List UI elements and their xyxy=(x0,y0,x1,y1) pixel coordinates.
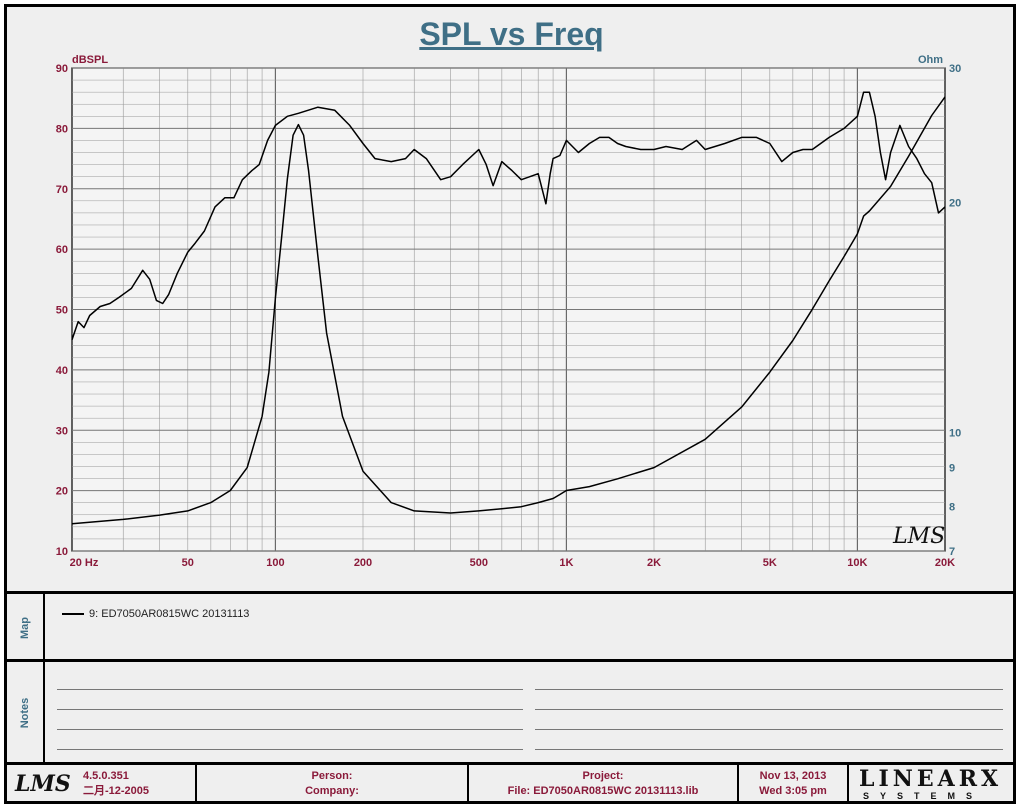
note-line xyxy=(57,729,523,730)
y-right-tick-label: 30 xyxy=(949,63,961,75)
y-right-tick-label: 7 xyxy=(949,546,955,558)
linearx-logo: LINEARX xyxy=(859,766,1003,792)
report-time: Wed 3:05 pm xyxy=(759,785,827,797)
map-panel: Map 9: ED7050AR0815WC 20131113 xyxy=(7,591,1016,661)
y-left-tick-label: 10 xyxy=(56,546,68,558)
footer-brand-cell: LINEARX SYSTEMS xyxy=(849,765,1016,804)
version-date: 二月-12-2005 xyxy=(83,785,150,797)
x-tick-label: 2K xyxy=(647,557,661,569)
project-label: Project: xyxy=(582,770,624,782)
footer: LMS 4.5.0.351 二月-12-2005 Person: Company… xyxy=(7,762,1016,804)
x-tick-label: 500 xyxy=(470,557,488,569)
map-label: Map xyxy=(19,616,31,639)
x-tick-label: 20 Hz xyxy=(70,557,99,569)
footer-person-cell: Person: Company: xyxy=(197,765,469,804)
y-left-tick-label: 80 xyxy=(56,123,68,135)
y-left-tick-label: 50 xyxy=(56,305,68,317)
notes-label: Notes xyxy=(19,697,31,729)
y-right-tick-label: 9 xyxy=(949,463,955,475)
y-right-axis-label: Ohm xyxy=(918,54,943,66)
footer-date-cell: Nov 13, 2013 Wed 3:05 pm xyxy=(739,765,849,804)
notes-label-cell: Notes xyxy=(7,662,45,764)
x-tick-label: 20K xyxy=(935,557,955,569)
linearx-systems-text: SYSTEMS xyxy=(863,791,984,801)
lms-logo: LMS xyxy=(15,771,71,797)
y-left-tick-label: 60 xyxy=(56,244,68,256)
version-number: 4.5.0.351 xyxy=(83,770,129,782)
x-tick-label: 10K xyxy=(847,557,867,569)
legend-swatch xyxy=(62,613,84,615)
x-tick-label: 1K xyxy=(559,557,573,569)
chart-title: SPL vs Freq xyxy=(419,16,604,52)
x-tick-label: 50 xyxy=(182,557,194,569)
legend-entry-label: 9: ED7050AR0815WC 20131113 xyxy=(89,608,250,620)
note-line xyxy=(57,689,523,690)
y-left-tick-label: 90 xyxy=(56,63,68,75)
company-label: Company: xyxy=(305,785,359,797)
notes-panel: Notes xyxy=(7,659,1016,764)
y-left-tick-label: 20 xyxy=(56,486,68,498)
note-line xyxy=(535,689,1003,690)
note-line xyxy=(535,729,1003,730)
spl-chart: 20 Hz 50 100 200 500 1K 2K 5K 10K 20K 10 20 30 40 50 60… xyxy=(56,54,962,569)
spl-curve xyxy=(71,91,946,340)
x-tick-label: 100 xyxy=(266,557,284,569)
footer-version-cell: LMS 4.5.0.351 二月-12-2005 xyxy=(7,765,197,804)
y-left-tick-label: 40 xyxy=(56,365,68,377)
x-tick-label: 5K xyxy=(763,557,777,569)
note-line xyxy=(535,749,1003,750)
legend-entry: 9: ED7050AR0815WC 20131113 xyxy=(62,608,249,620)
y-right-tick-label: 10 xyxy=(949,428,961,440)
note-line xyxy=(57,749,523,750)
y-left-tick-label: 30 xyxy=(56,425,68,437)
lms-watermark: LMS xyxy=(892,524,945,549)
y-right-tick-label: 20 xyxy=(949,198,961,210)
note-line xyxy=(535,709,1003,710)
note-line xyxy=(57,709,523,710)
y-left-tick-label: 70 xyxy=(56,184,68,196)
map-label-cell: Map xyxy=(7,594,45,661)
person-label: Person: xyxy=(311,770,353,782)
footer-project-cell: Project: File: ED7050AR0815WC 20131113.l… xyxy=(469,765,739,804)
file-label: File: ED7050AR0815WC 20131113.lib xyxy=(507,785,699,797)
report-date: Nov 13, 2013 xyxy=(759,770,827,782)
y-right-tick-label: 8 xyxy=(949,502,955,514)
y-left-axis-label: dBSPL xyxy=(72,54,108,66)
x-tick-label: 200 xyxy=(354,557,372,569)
impedance-curve xyxy=(71,96,946,525)
